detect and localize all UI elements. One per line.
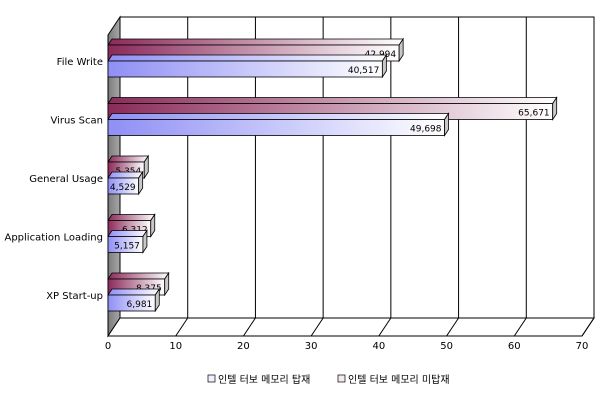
bar-top-face [107,54,388,62]
bar-end-face [150,213,156,238]
floor-gridline [446,317,459,337]
bar-top-face [107,38,404,46]
legend-label-series-1: 인텔 터보 메모리 탑재 [218,374,310,386]
floor [107,317,595,337]
x-tick-label: 70 [576,341,589,352]
legend-swatch-series-1 [207,374,216,383]
bar-top-face [107,171,144,179]
floor-gridline [513,317,527,337]
x-tick-label: 40 [372,341,385,352]
x-axis-ticks: 0 10 20 30 40 50 60 70 [105,341,589,352]
category-label: Application Loading [4,233,103,244]
bar-end-face [142,229,148,254]
category-label: XP Start-up [46,291,103,302]
floor-gridline [310,317,324,337]
legend: 인텔 터보 메모리 탑재 인텔 터보 메모리 미탑재 [207,374,450,386]
x-tick-label: 10 [169,341,182,352]
x-tick-label: 50 [440,341,453,352]
bar-top-face [107,113,450,120]
bar-top-face [107,288,161,296]
data-label: 5,157 [114,242,140,252]
bar-end-face [552,96,558,121]
legend-label-series-0: 인텔 터보 메모리 미탑재 [348,374,450,386]
category-label: File Write [57,57,103,68]
bar-end-face [143,154,149,180]
category-label: Virus Scan [50,116,103,127]
bar-end-face [138,170,144,196]
bar-with-turbo-memory [107,119,445,136]
x-tick-label: 0 [105,341,111,352]
category-labels: File Write Virus Scan General Usage Applica… [4,57,103,302]
x-tick-label: 30 [305,341,318,352]
bar-with-turbo-memory [107,60,383,78]
data-label: 40,517 [348,66,380,76]
x-tick-label: 60 [508,341,521,352]
floor-gridline [581,317,595,337]
data-label: 49,698 [410,125,442,135]
bar-end-face [381,53,387,79]
data-label: 6,981 [127,300,153,310]
bar-top-face [107,272,170,280]
bar-end-face [154,287,160,313]
bar-end-face [398,37,404,63]
floor-gridline [175,317,189,337]
bar-top-face [107,97,558,104]
bar-end-face [164,271,170,297]
floor-gridline [378,317,392,337]
bar-top-face [107,155,150,163]
bars-group: 42,99440,51765,67149,6985,3544,5296,3125… [107,37,558,313]
bar-top-face [107,214,156,221]
bar-top-face [107,230,148,237]
data-label: 65,671 [518,109,550,119]
x-tick-label: 20 [237,341,250,352]
legend-swatch-series-0 [337,374,346,383]
floor-gridline [243,317,256,337]
bar-end-face [444,112,449,137]
category-label: General Usage [29,174,103,185]
data-label: 4,529 [110,183,136,193]
